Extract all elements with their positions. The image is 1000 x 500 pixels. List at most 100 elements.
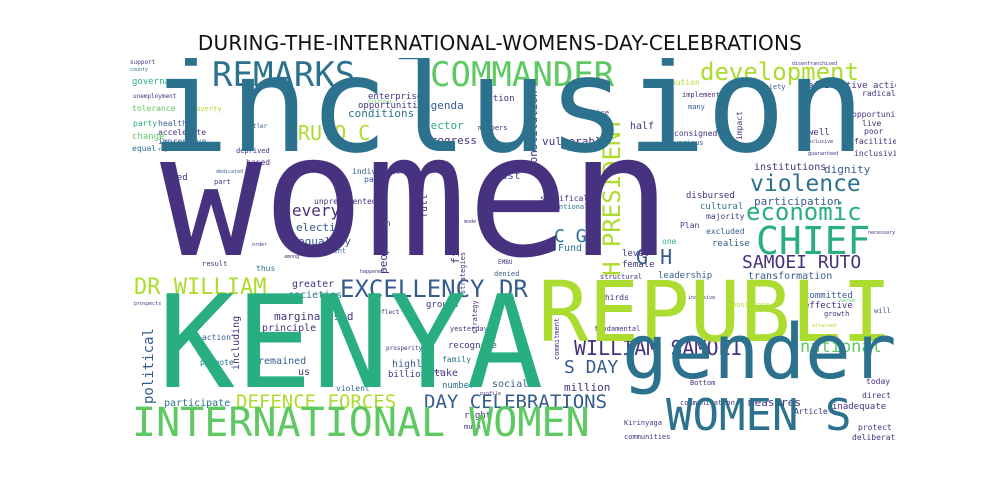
word-greater: greater (292, 279, 335, 290)
word-critical: critical (368, 99, 393, 105)
word-gender: gender (622, 307, 896, 396)
word-excellency-dr: EXCELLENCY DR (340, 275, 528, 303)
word-exclusive: exclusive (806, 139, 834, 145)
word-agenda: agenda (424, 99, 464, 112)
word-change: change (132, 132, 165, 142)
word-chief: CHIEF (756, 219, 871, 263)
word-unemployment: unemployment (133, 93, 177, 100)
word-will: will (874, 307, 891, 315)
word-one: one (662, 237, 677, 246)
word-g-h: G H (636, 245, 673, 269)
word-political: political (141, 328, 157, 404)
word-article: Article (794, 407, 828, 416)
word-measures: measures (748, 396, 801, 409)
word-governance: governance (132, 77, 187, 87)
word-must: must (494, 169, 521, 182)
word-economic: economic (746, 198, 862, 226)
word-many: many (688, 103, 705, 111)
word-promote: promote (200, 358, 234, 367)
word-party: party (133, 119, 158, 128)
word-inclusivity: inclusivity (854, 149, 896, 158)
word-unprecedented: unprecedented (314, 197, 377, 206)
word-support: support (130, 59, 156, 66)
word-denied: denied (494, 270, 520, 278)
word-men: men (376, 219, 391, 228)
word-affirmative-action: affirmative action (808, 81, 896, 91)
word-right: right (464, 411, 492, 421)
word-embu: EMBU (498, 259, 513, 266)
word-participate: participate (164, 398, 231, 409)
word-nation: nation (482, 94, 515, 104)
word-implement: implement (682, 91, 720, 99)
word-institutions: institutions (754, 162, 827, 173)
word-take: take (434, 368, 459, 379)
word-women-s: WOMEN S (666, 390, 852, 441)
word-plan: Plan (680, 221, 700, 230)
word-fundamental: fundamental (594, 325, 641, 333)
word-structural: structural (600, 273, 643, 281)
word-fund: Fund (558, 243, 583, 254)
word-protect: protect (858, 423, 892, 432)
word-inclusive: inclusive (688, 295, 716, 301)
word-violent: violent (336, 384, 370, 393)
word-well: well (808, 128, 830, 138)
word-sector: sector (424, 119, 464, 132)
word-disbursed: disbursed (686, 191, 735, 201)
word-commander: COMMANDER (430, 58, 615, 95)
word-prospects: prospects (134, 301, 162, 307)
word-committed: committed (804, 291, 853, 301)
word-past: past (364, 175, 384, 184)
word-progress: progress (424, 134, 477, 147)
word-attained: attained (812, 323, 837, 329)
word-part: part (214, 178, 231, 186)
word-s-day: S DAY (564, 357, 619, 378)
word-equal: equal (132, 144, 157, 153)
word-deliberately: deliberately (852, 433, 896, 442)
word-realise: realise (712, 239, 750, 249)
word-societies: societies (288, 290, 343, 301)
word-dedicated: dedicated (216, 169, 244, 175)
word-excluded: excluded (706, 227, 745, 236)
word-enterprise: enterprise (368, 92, 423, 102)
page-title: DURING-THE-INTERNATIONAL-WOMENS-DAY-CELE… (197, 31, 803, 55)
word-highly: highly (392, 359, 429, 370)
word-impressive: impressive (158, 137, 207, 146)
word-dr-william: DR WILLIAM (134, 275, 267, 300)
word-individual: individual (352, 167, 401, 176)
word-half: half (630, 121, 655, 132)
word-principle: principle (262, 323, 317, 334)
word-necessary: necessary (868, 230, 896, 236)
word-republic: REPUBLIC (538, 263, 896, 361)
word-thirds: thirds (600, 293, 629, 302)
word-radical: radical (862, 89, 896, 98)
word-intentional: intentional (542, 203, 589, 211)
word-cloud: support county unemployment governance t… (128, 58, 896, 448)
word-remained: remained (258, 356, 307, 367)
word-health: health (158, 119, 187, 128)
word-majority: majority (706, 212, 745, 221)
word-million: million (564, 381, 611, 394)
word-accelerate: accelerate (158, 128, 207, 137)
word-poor: poor (864, 127, 884, 136)
word-william-samoei: WILLIAM SAMOEI (574, 336, 743, 360)
word-social: social (492, 379, 529, 390)
word-recognise: recognise (448, 341, 497, 351)
word-violence: violence (750, 171, 861, 197)
word-leadership: leadership (658, 271, 713, 281)
word-inadequate: inadequate (832, 402, 887, 412)
word-family: family (442, 355, 471, 364)
word-women: women (160, 98, 672, 296)
word-investment: investment (304, 247, 347, 255)
word-kenya: KENYA (158, 269, 544, 418)
word-order: order (252, 242, 268, 248)
word-various: various (674, 139, 704, 147)
word-remarks: REMARKS (212, 58, 356, 95)
word-consigned: consigned (674, 129, 718, 138)
word-level: level (622, 249, 650, 259)
word-society: society (756, 83, 786, 91)
word-communities: communities (624, 433, 671, 441)
word-happened: happened (360, 269, 385, 275)
word-action: action (202, 333, 231, 342)
word-transformation: transformation (748, 271, 833, 282)
word-honour: honour (424, 369, 443, 375)
